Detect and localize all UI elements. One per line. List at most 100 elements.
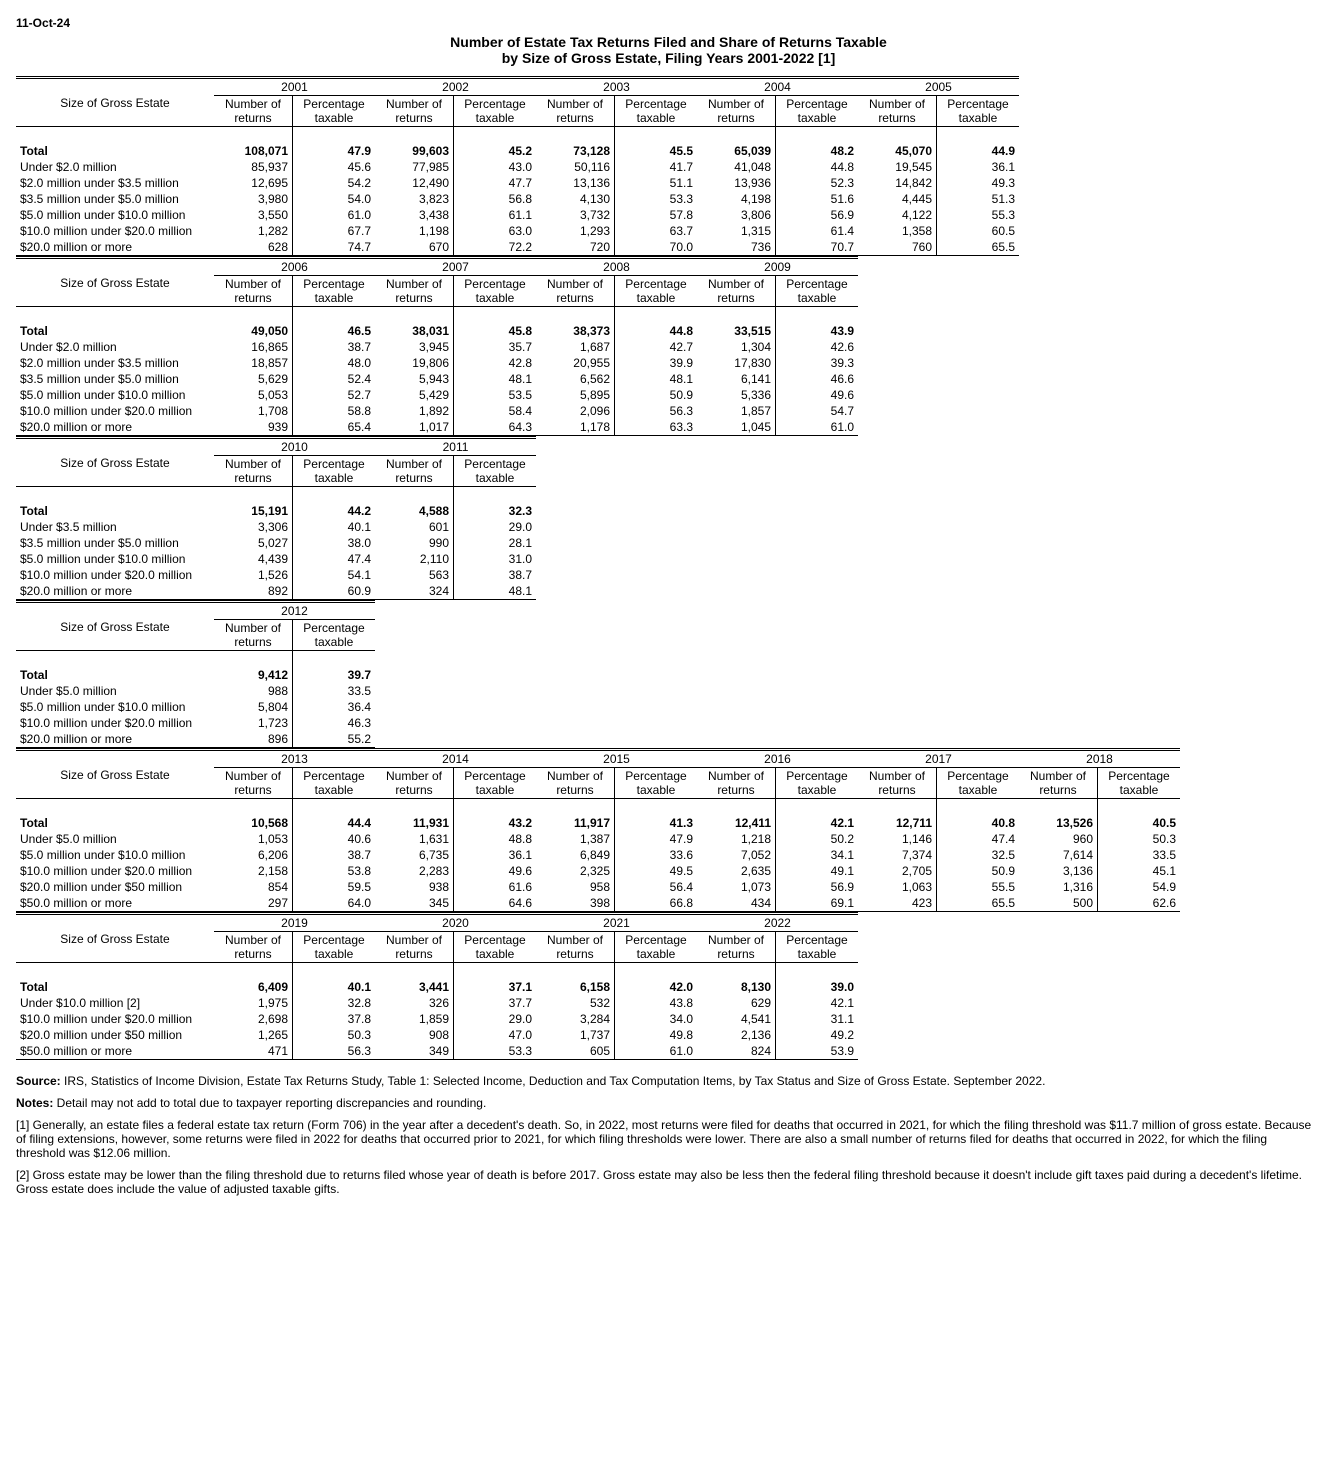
value-percent: 44.9 [937, 143, 1020, 159]
value-percent: 42.0 [615, 979, 698, 995]
year-header: 2008 [536, 258, 697, 276]
year-header: 2017 [858, 750, 1019, 768]
table-row: $20.0 million or more89655.2 [16, 731, 375, 748]
value-percent: 32.3 [454, 503, 537, 519]
value-number: 1,892 [375, 403, 454, 419]
row-label: Under $5.0 million [16, 831, 214, 847]
value-percent: 61.4 [776, 223, 859, 239]
spacer [375, 963, 454, 980]
table-row: $5.0 million under $10.0 million6,20638.… [16, 847, 1180, 863]
year-header: 2018 [1019, 750, 1180, 768]
table-row: $10.0 million under $20.0 million1,52654… [16, 567, 536, 583]
value-number: 20,955 [536, 355, 615, 371]
value-number: 2,705 [858, 863, 937, 879]
col-header-number: Number ofreturns [697, 768, 776, 799]
row-header-label: Size of Gross Estate [16, 750, 214, 799]
value-number: 628 [214, 239, 293, 256]
col-header-percent: Percentagetaxable [1098, 768, 1181, 799]
value-number: 938 [375, 879, 454, 895]
col-header-percent: Percentagetaxable [454, 768, 537, 799]
value-number: 8,130 [697, 979, 776, 995]
row-header-label: Size of Gross Estate [16, 78, 214, 127]
spacer [776, 799, 859, 816]
data-table: Size of Gross Estate2012Number ofreturns… [16, 600, 375, 748]
value-percent: 54.9 [1098, 879, 1181, 895]
value-percent: 52.3 [776, 175, 859, 191]
value-number: 3,441 [375, 979, 454, 995]
value-percent: 49.5 [615, 863, 698, 879]
value-number: 6,735 [375, 847, 454, 863]
table-row: $20.0 million under $50 million85459.593… [16, 879, 1180, 895]
value-percent: 40.5 [1098, 815, 1181, 831]
spacer [293, 651, 376, 668]
spacer [697, 127, 776, 144]
row-label: $20.0 million or more [16, 419, 214, 436]
value-percent: 47.4 [293, 551, 376, 567]
value-percent: 39.0 [776, 979, 859, 995]
value-number: 12,411 [697, 815, 776, 831]
value-percent: 44.2 [293, 503, 376, 519]
table-row: $20.0 million or more89260.932448.1 [16, 583, 536, 600]
value-number: 5,895 [536, 387, 615, 403]
table-row: Total15,19144.24,58832.3 [16, 503, 536, 519]
value-number: 990 [375, 535, 454, 551]
table-row: $10.0 million under $20.0 million1,28267… [16, 223, 1019, 239]
value-percent: 54.2 [293, 175, 376, 191]
value-percent: 63.7 [615, 223, 698, 239]
row-label: Under $3.5 million [16, 519, 214, 535]
value-percent: 40.8 [937, 815, 1020, 831]
row-header-label: Size of Gross Estate [16, 602, 214, 651]
value-number: 4,439 [214, 551, 293, 567]
row-label: $5.0 million under $10.0 million [16, 847, 214, 863]
table-row: Total6,40940.13,44137.16,15842.08,13039.… [16, 979, 858, 995]
value-number: 19,545 [858, 159, 937, 175]
value-percent: 37.1 [454, 979, 537, 995]
value-number: 6,562 [536, 371, 615, 387]
row-label: $3.5 million under $5.0 million [16, 535, 214, 551]
table-row: $2.0 million under $3.5 million18,85748.… [16, 355, 858, 371]
value-percent: 60.5 [937, 223, 1020, 239]
value-percent: 65.4 [293, 419, 376, 436]
value-number: 760 [858, 239, 937, 256]
spacer [776, 963, 859, 980]
value-percent: 50.3 [293, 1027, 376, 1043]
value-percent: 56.3 [615, 403, 698, 419]
value-number: 1,304 [697, 339, 776, 355]
value-number: 1,073 [697, 879, 776, 895]
col-header-percent: Percentagetaxable [454, 456, 537, 487]
col-header-number: Number ofreturns [375, 276, 454, 307]
col-header-percent: Percentagetaxable [454, 276, 537, 307]
value-percent: 43.2 [454, 815, 537, 831]
year-header: 2003 [536, 78, 697, 96]
row-label: $5.0 million under $10.0 million [16, 207, 214, 223]
spacer [1019, 799, 1098, 816]
row-label: $3.5 million under $5.0 million [16, 371, 214, 387]
value-number: 1,316 [1019, 879, 1098, 895]
row-label: $5.0 million under $10.0 million [16, 699, 214, 715]
table-row: $20.0 million or more62874.767072.272070… [16, 239, 1019, 256]
table-row: $50.0 million or more29764.034564.639866… [16, 895, 1180, 912]
value-percent: 34.0 [615, 1011, 698, 1027]
spacer [776, 307, 859, 324]
table-row: Total9,41239.7 [16, 667, 375, 683]
spacer [293, 799, 376, 816]
col-header-number: Number ofreturns [214, 932, 293, 963]
value-number: 15,191 [214, 503, 293, 519]
value-number: 3,284 [536, 1011, 615, 1027]
row-label: Under $2.0 million [16, 159, 214, 175]
row-label: $50.0 million or more [16, 1043, 214, 1060]
value-number: 1,265 [214, 1027, 293, 1043]
table-row: $10.0 million under $20.0 million1,70858… [16, 403, 858, 419]
value-number: 2,698 [214, 1011, 293, 1027]
value-percent: 49.1 [776, 863, 859, 879]
value-percent: 60.9 [293, 583, 376, 600]
value-percent: 42.1 [776, 995, 859, 1011]
value-number: 13,936 [697, 175, 776, 191]
value-number: 2,283 [375, 863, 454, 879]
col-header-number: Number ofreturns [536, 96, 615, 127]
row-label: $10.0 million under $20.0 million [16, 223, 214, 239]
value-percent: 47.7 [454, 175, 537, 191]
value-percent: 34.1 [776, 847, 859, 863]
value-percent: 48.1 [454, 371, 537, 387]
value-number: 896 [214, 731, 293, 748]
